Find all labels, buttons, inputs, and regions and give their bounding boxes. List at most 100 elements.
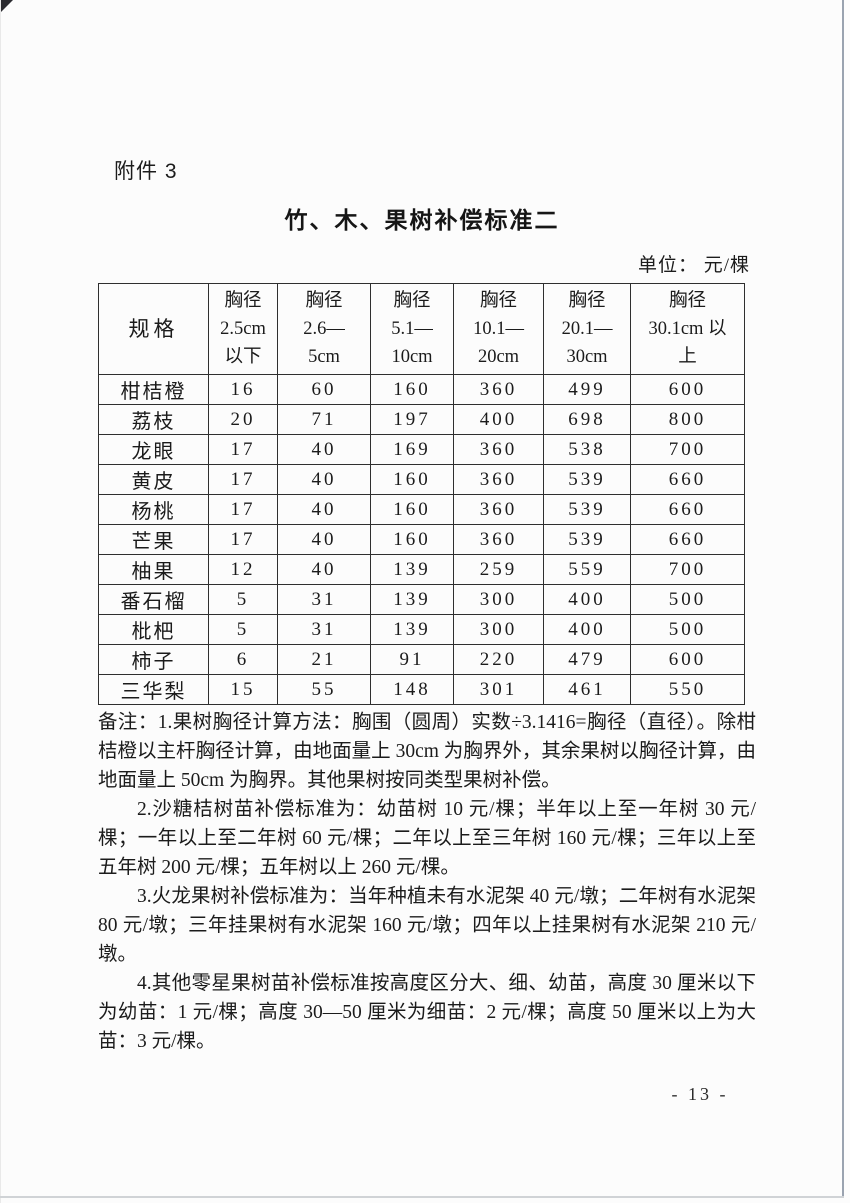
- column-header-6: 胸径 30.1cm 以上: [630, 283, 745, 375]
- notes-section: 备注：1.果树胸径计算方法：胸围（圆周）实数÷3.1416=胸径（直径）。除柑桔…: [98, 708, 756, 1056]
- column-header-line: 5.1—: [391, 319, 433, 339]
- note-paragraph-4: 4.其他零星果树苗补偿标准按高度区分大、细、幼苗，高度 30 厘米以下为幼苗：1…: [98, 973, 756, 1052]
- column-header-line: 胸径: [568, 291, 606, 311]
- price-cell: 40: [277, 554, 371, 585]
- column-header-line: 20cm: [477, 347, 520, 367]
- price-cell: 600: [630, 644, 745, 675]
- column-header-line: 胸径: [668, 291, 706, 311]
- table-row: 柚果 12 40 139 259 559 700: [98, 554, 745, 585]
- price-cell: 700: [630, 434, 745, 465]
- price-cell: 15: [208, 674, 278, 705]
- page-title: 竹、木、果树补偿标准二: [284, 208, 560, 233]
- table-row: 芒果 17 40 160 360 539 660: [98, 524, 745, 555]
- species-name: 柿子: [98, 644, 209, 675]
- price-cell: 17: [208, 494, 278, 525]
- price-cell: 360: [453, 494, 544, 525]
- price-cell: 461: [543, 674, 631, 705]
- species-name: 龙眼: [98, 434, 209, 465]
- table-row: 番石榴 5 31 139 300 400 500: [98, 584, 745, 615]
- species-name: 三华梨: [98, 674, 209, 705]
- price-cell: 55: [277, 674, 371, 705]
- column-header-line: 10cm: [391, 347, 433, 367]
- price-cell: 301: [453, 674, 544, 705]
- price-cell: 700: [630, 554, 745, 585]
- unit-label: 单位： 元/棵: [637, 255, 750, 276]
- species-name: 柚果: [98, 554, 209, 585]
- scan-bottom-edge: [0, 1196, 844, 1198]
- price-cell: 139: [370, 554, 454, 585]
- species-name: 番石榴: [98, 584, 209, 615]
- price-cell: 539: [543, 524, 631, 555]
- price-cell: 17: [208, 464, 278, 495]
- price-cell: 360: [453, 434, 544, 465]
- column-header-line: 上: [678, 347, 697, 367]
- column-header-line: 以下: [224, 347, 262, 367]
- price-cell: 600: [630, 374, 745, 405]
- table-row: 枇杷 5 31 139 300 400 500: [98, 614, 745, 645]
- price-cell: 91: [370, 644, 454, 675]
- column-header-line: 胸径: [479, 291, 517, 311]
- column-header-3: 胸径 5.1— 10cm: [370, 283, 454, 375]
- compensation-table: 规格 胸径 2.5cm 以下 胸径 2.6— 5cm 胸径 5.1— 10cm 胸径 10.1— 20…: [98, 283, 745, 705]
- price-cell: 499: [543, 374, 631, 405]
- note-paragraph-2: 2.沙糖桔树苗补偿标准为：幼苗树 10 元/棵；半年以上至一年树 30 元/棵；…: [98, 799, 756, 878]
- price-cell: 660: [630, 464, 745, 495]
- price-cell: 360: [453, 374, 544, 405]
- price-cell: 160: [370, 494, 454, 525]
- price-cell: 539: [543, 494, 631, 525]
- price-cell: 400: [453, 404, 544, 435]
- price-cell: 160: [370, 374, 454, 405]
- column-header-line: 2.6—: [303, 319, 345, 339]
- species-name: 枇杷: [98, 614, 209, 645]
- column-header-line: 30.1cm 以: [648, 319, 727, 339]
- price-cell: 538: [543, 434, 631, 465]
- price-cell: 40: [277, 464, 371, 495]
- price-cell: 6: [208, 644, 278, 675]
- price-cell: 220: [453, 644, 544, 675]
- column-header-line: 30cm: [566, 347, 608, 367]
- column-header-4: 胸径 10.1— 20cm: [453, 283, 544, 375]
- table-row: 龙眼 17 40 169 360 538 700: [98, 434, 745, 465]
- table-header-row: 规格 胸径 2.5cm 以下 胸径 2.6— 5cm 胸径 5.1— 10cm 胸径 10.1— 20…: [98, 283, 745, 375]
- column-header-line: 10.1—: [473, 319, 524, 339]
- column-header-line: 5cm: [308, 347, 340, 367]
- price-cell: 500: [630, 584, 745, 615]
- price-cell: 12: [208, 554, 278, 585]
- price-cell: 259: [453, 554, 544, 585]
- scan-left-edge: [0, 0, 1, 1203]
- price-cell: 17: [208, 524, 278, 555]
- page-number: - 13 -: [671, 1084, 729, 1104]
- table-row: 黄皮 17 40 160 360 539 660: [98, 464, 745, 495]
- price-cell: 300: [453, 584, 544, 615]
- price-cell: 360: [453, 524, 544, 555]
- price-cell: 21: [277, 644, 371, 675]
- species-name: 杨桃: [98, 494, 209, 525]
- table-row: 柿子 6 21 91 220 479 600: [98, 644, 745, 675]
- note-paragraph-3: 3.火龙果树补偿标准为：当年种植未有水泥架 40 元/墩；二年树有水泥架 80 …: [98, 886, 756, 965]
- price-cell: 20: [208, 404, 278, 435]
- price-cell: 40: [277, 494, 371, 525]
- price-cell: 31: [277, 584, 371, 615]
- price-cell: 5: [208, 584, 278, 615]
- price-cell: 60: [277, 374, 371, 405]
- price-cell: 40: [277, 434, 371, 465]
- price-cell: 40: [277, 524, 371, 555]
- column-header-line: 20.1—: [561, 319, 613, 339]
- spec-column-header: 规格: [98, 283, 209, 375]
- note-paragraph-1: 备注：1.果树胸径计算方法：胸围（圆周）实数÷3.1416=胸径（直径）。除柑桔…: [98, 712, 756, 791]
- price-cell: 559: [543, 554, 631, 585]
- species-name: 柑桔橙: [98, 374, 209, 405]
- price-cell: 400: [543, 614, 631, 645]
- price-cell: 17: [208, 434, 278, 465]
- column-header-line: 2.5cm: [220, 319, 266, 339]
- price-cell: 800: [630, 404, 745, 435]
- price-cell: 31: [277, 614, 371, 645]
- price-cell: 16: [208, 374, 278, 405]
- price-cell: 71: [277, 404, 371, 435]
- species-name: 芒果: [98, 524, 209, 555]
- table-row: 荔枝 20 71 197 400 698 800: [98, 404, 745, 435]
- column-header-line: 胸径: [224, 291, 262, 311]
- price-cell: 160: [370, 524, 454, 555]
- attachment-label: 附件 3: [114, 160, 178, 183]
- species-name: 荔枝: [98, 404, 209, 435]
